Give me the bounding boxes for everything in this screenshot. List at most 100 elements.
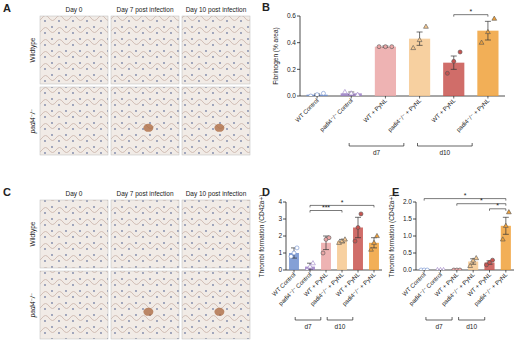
y-tick	[283, 219, 286, 220]
row-label: padi4⁻/⁻	[29, 293, 37, 319]
micrograph	[182, 87, 250, 155]
point	[369, 247, 374, 251]
x-axis	[300, 96, 505, 97]
point	[445, 71, 449, 75]
point	[355, 92, 360, 96]
point	[342, 89, 347, 93]
significance-label: *	[341, 199, 344, 206]
x-tick	[424, 270, 425, 273]
y-tick	[283, 253, 286, 254]
point	[311, 261, 316, 265]
micrograph	[40, 16, 108, 84]
significance-label: ***	[322, 204, 330, 211]
category-label: padi4⁻/⁻ + PyNL	[341, 271, 377, 307]
point	[458, 268, 462, 270]
bar	[337, 241, 347, 270]
bar	[477, 31, 498, 96]
x-tick	[374, 270, 375, 273]
column-header: Day 0	[66, 6, 83, 14]
group-bracket	[459, 317, 485, 320]
micrograph	[111, 16, 179, 84]
point	[292, 251, 296, 255]
x-tick	[473, 270, 474, 273]
point	[458, 50, 462, 54]
point	[372, 240, 377, 244]
column-header: Day 10 post infection	[186, 6, 247, 14]
y-tick-label: 0.2	[287, 66, 296, 73]
category-label: padi4⁻/⁻ + PyNL	[387, 97, 423, 133]
y-axis-label: Thrombi formation (CD42a+)	[258, 195, 266, 278]
stain	[214, 308, 224, 316]
error-cap	[503, 217, 509, 218]
x-tick	[342, 270, 343, 273]
panel-letter: C	[3, 186, 11, 198]
micrograph	[40, 87, 108, 155]
x-tick	[385, 96, 386, 99]
error-cap	[451, 69, 457, 70]
x-axis	[416, 270, 514, 271]
point	[309, 94, 313, 96]
point	[411, 45, 416, 49]
point	[441, 267, 446, 270]
x-axis	[286, 270, 382, 271]
y-tick-label: 1	[278, 249, 282, 256]
point	[500, 237, 505, 241]
column-header: Day 7 post infection	[116, 6, 173, 14]
error-cap	[355, 217, 361, 218]
x-tick	[505, 270, 506, 273]
micrograph	[182, 16, 250, 84]
point	[491, 258, 495, 262]
y-tick	[413, 253, 416, 254]
micrograph	[182, 271, 250, 339]
group-label: d7	[435, 323, 443, 330]
group-label: d7	[373, 149, 381, 156]
point	[377, 45, 381, 49]
error-cap	[417, 32, 423, 33]
y-tick-label: 1.0	[403, 232, 412, 239]
chart: EThrombi formation (CD42a+)0.00.51.01.52…	[388, 186, 514, 330]
point	[315, 93, 319, 96]
plot-area	[289, 212, 379, 270]
point	[375, 233, 380, 237]
significance-label: *	[469, 8, 472, 15]
y-tick-label: 0	[278, 266, 282, 273]
error-bar	[355, 217, 361, 237]
error-cap	[355, 237, 361, 238]
error-cap	[503, 234, 509, 235]
chart: BFibrinogen (% area)0.00.20.40.6WT Contr…	[262, 1, 505, 156]
point	[417, 37, 422, 41]
y-axis	[300, 16, 301, 96]
point	[474, 256, 479, 260]
point	[321, 91, 325, 95]
x-tick	[317, 96, 318, 99]
error-cap	[451, 56, 457, 57]
y-tick	[297, 42, 300, 43]
group-bracket	[295, 317, 321, 320]
micrograph	[40, 200, 108, 268]
point	[503, 223, 508, 227]
stain	[214, 124, 224, 132]
y-tick	[413, 202, 416, 203]
group-bracket	[418, 143, 473, 146]
significance-label: *	[496, 202, 499, 209]
y-tick-label: 0.6	[287, 12, 296, 19]
x-tick	[419, 96, 420, 99]
point	[492, 16, 497, 20]
point	[506, 210, 511, 214]
row-label: Wildtype	[29, 221, 37, 246]
column-header: Day 7 post infection	[116, 190, 173, 198]
point	[486, 29, 491, 33]
group-bracket	[327, 317, 353, 320]
y-tick	[283, 202, 286, 203]
category-label: WT Control	[294, 97, 320, 123]
y-tick-label: 0.0	[287, 92, 296, 99]
significance-label: *	[464, 192, 467, 199]
error-cap	[485, 21, 491, 22]
x-tick	[351, 96, 352, 99]
y-tick-label: 0.5	[403, 249, 412, 256]
micrograph	[111, 271, 179, 339]
category-label: padi4⁻/⁻ Control	[319, 97, 354, 132]
point	[356, 226, 360, 230]
bar	[375, 47, 396, 96]
x-tick	[489, 270, 490, 273]
